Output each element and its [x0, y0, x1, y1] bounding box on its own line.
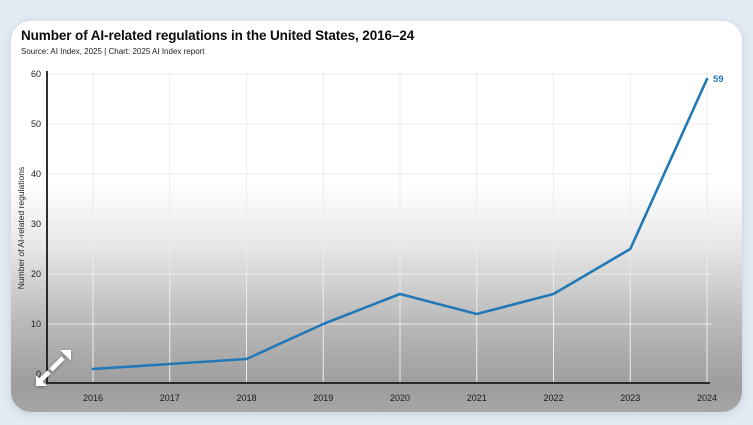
x-tick-label: 2023	[620, 393, 640, 403]
chart-gridlines	[47, 71, 712, 383]
arrow-up-right-icon	[49, 350, 71, 372]
arrow-down-left-icon	[36, 370, 51, 386]
chart-axes	[46, 71, 710, 384]
y-tick-label: 40	[31, 169, 41, 179]
y-tick-label: 50	[31, 119, 41, 129]
x-tick-label: 2020	[390, 393, 410, 403]
regulations-line	[91, 77, 709, 371]
y-tick-label: 10	[31, 319, 41, 329]
x-tick-label: 2022	[543, 393, 563, 403]
end-value-label: 59	[713, 74, 724, 85]
axis-frame	[46, 71, 710, 384]
chart-title: Number of AI-related regulations in the …	[21, 28, 415, 43]
y-tick-label: 30	[31, 219, 41, 229]
x-tick-label: 2016	[83, 393, 103, 403]
y-tick-label: 0	[36, 369, 41, 379]
expand-arrows-icon[interactable]	[26, 340, 76, 390]
chart-card: Number of AI-related regulations in the …	[11, 21, 742, 412]
x-tick-label: 2019	[313, 393, 333, 403]
x-tick-label: 2021	[467, 393, 487, 403]
chart-tick-labels: 0 10 20 30 40 50 60 2016 2017 2018 2019 2020 2021 202…	[31, 69, 717, 403]
data-line-series	[91, 77, 709, 371]
y-tick-label: 20	[31, 269, 41, 279]
x-tick-label: 2018	[236, 393, 256, 403]
y-tick-label: 60	[31, 69, 41, 79]
line-chart: 0 10 20 30 40 50 60 2016 2017 2018 2019 2020 2021 202…	[16, 69, 724, 403]
x-tick-label: 2017	[160, 393, 180, 403]
x-tick-label: 2024	[697, 393, 717, 403]
y-axis-title: Number of AI-related regulations	[16, 167, 26, 289]
chart-source-caption: Source: AI Index, 2025 | Chart: 2025 AI …	[21, 47, 205, 56]
